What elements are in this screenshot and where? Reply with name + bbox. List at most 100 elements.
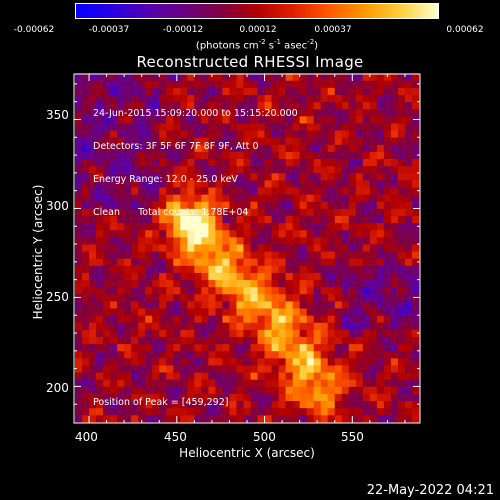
heatmap-cell [362,379,371,387]
heatmap-cell [145,265,153,273]
heatmap-cell [145,94,153,103]
heatmap-cell [369,286,378,295]
heatmap-cell [194,115,202,124]
heatmap-cell [348,215,357,224]
heatmap-cell [383,379,392,387]
heatmap-cell [166,73,174,81]
heatmap-cell [278,179,287,188]
heatmap-cell [313,386,322,394]
heatmap-cell [110,300,118,309]
heatmap-cell [292,87,301,95]
heatmap-cell [404,208,413,216]
heatmap-cell [278,236,287,245]
heatmap-cell [250,187,258,195]
heatmap-cell [264,165,272,174]
heatmap-cell [222,414,230,423]
heatmap-cell [383,158,392,167]
heatmap-cell [117,158,125,167]
heatmap-cell [320,101,329,110]
heatmap-cell [75,201,83,209]
heatmap-cell [75,137,83,145]
heatmap-cell [229,251,237,259]
heatmap-cell [341,222,350,231]
heatmap-cell [236,357,244,366]
heatmap-cell [96,350,104,359]
heatmap-cell [229,201,237,209]
heatmap-cell [313,393,322,402]
heatmap-cell [250,407,258,416]
heatmap-cell [131,101,139,110]
heatmap-cell [89,293,97,302]
heatmap-cell [341,407,350,416]
heatmap-cell [397,123,406,131]
heatmap-cell [208,251,216,259]
heatmap-cell [138,414,146,423]
y-tick-label: 300 [46,199,69,213]
heatmap-cell [131,279,139,288]
heatmap-cell [180,350,188,359]
heatmap-cell [75,350,83,359]
heatmap-cell [285,336,294,345]
heatmap-cell [369,130,378,138]
heatmap-cell [271,101,279,110]
heatmap-cell [89,80,97,88]
heatmap-cell [257,357,265,366]
heatmap-cell [166,343,174,352]
heatmap-cell [180,158,188,167]
heatmap-cell [250,215,258,224]
heatmap-cell [376,386,385,394]
heatmap-cell [313,400,322,409]
heatmap-cell [369,215,378,224]
heatmap-cell [131,123,139,131]
heatmap-cell [369,229,378,238]
heatmap-cell [292,151,301,160]
heatmap-cell [341,272,350,281]
heatmap-cell [180,130,188,138]
heatmap-cell [208,308,216,316]
heatmap-cell [131,94,139,103]
heatmap-cell [187,165,195,174]
heatmap-cell [96,251,104,259]
heatmap-cell [89,300,97,309]
heatmap-cell [131,115,139,124]
heatmap-cell [110,400,118,409]
heatmap-cell [404,407,413,416]
heatmap-cell [257,137,265,145]
heatmap-cell [187,286,195,295]
heatmap-cell [404,308,413,316]
heatmap-cell [320,172,329,181]
heatmap-cell [201,115,209,124]
heatmap-cell [327,201,336,209]
heatmap-cell [264,336,272,345]
heatmap-cell [82,272,90,281]
heatmap-cell [82,343,90,352]
heatmap-cell [390,393,399,402]
heatmap-cell [299,251,308,259]
heatmap-cell [180,343,188,352]
heatmap-cell [341,286,350,295]
heatmap-cell [152,73,160,81]
heatmap-cell [306,379,315,387]
heatmap-cell [236,322,244,330]
heatmap-cell [110,322,118,330]
heatmap-cell [215,357,223,366]
heatmap-cell [180,165,188,174]
heatmap-cell [75,187,83,195]
heatmap-cell [341,322,350,330]
heatmap-cell [257,179,265,188]
heatmap-cell [292,372,301,380]
heatmap-cell [362,322,371,330]
heatmap-cell [341,357,350,366]
heatmap-cell [306,279,315,288]
heatmap-cell [327,293,336,302]
heatmap-cell [236,94,244,103]
heatmap-cell [89,151,97,160]
heatmap-cell [131,229,139,238]
heatmap-cell [82,229,90,238]
heatmap-cell [82,308,90,316]
heatmap-cell [285,80,294,88]
heatmap-cell [145,108,153,117]
heatmap-cell [145,244,153,252]
heatmap-cell [320,194,329,202]
heatmap-cell [75,322,83,330]
